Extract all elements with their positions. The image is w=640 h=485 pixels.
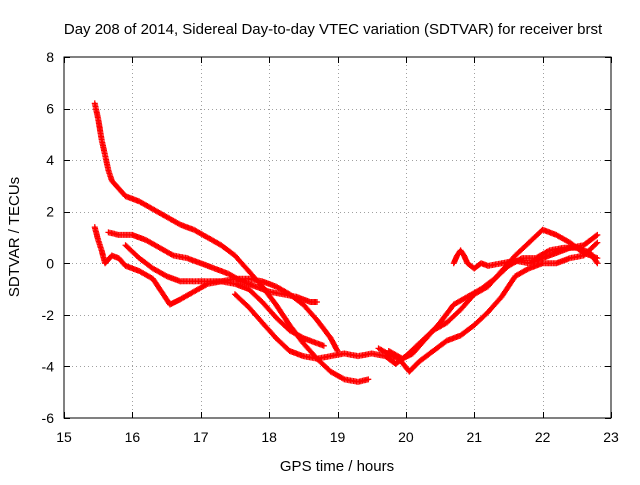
x-axis-label: GPS time / hours <box>280 458 394 475</box>
x-tick-label: 20 <box>398 429 414 445</box>
grid-lines <box>64 57 611 418</box>
x-tick-label: 19 <box>330 429 346 445</box>
series-trace <box>123 243 340 353</box>
plot-frame <box>63 56 612 419</box>
series-8 <box>450 231 601 272</box>
axis-ticks <box>64 57 612 419</box>
series-trace <box>376 240 600 374</box>
series-4 <box>122 242 341 354</box>
y-tick-label: 8 <box>46 49 54 65</box>
series-7 <box>385 244 601 362</box>
y-tick-label: -6 <box>42 410 55 426</box>
y-tick-label: 0 <box>46 255 54 271</box>
series-trace <box>451 232 600 271</box>
y-tick-label: -4 <box>42 358 55 374</box>
y-tick-label: 4 <box>46 152 54 168</box>
y-tick-label: 6 <box>46 101 54 117</box>
x-tick-label: 16 <box>125 429 141 445</box>
x-tick-label: 23 <box>603 429 619 445</box>
y-axis-label: SDTVAR / TECUs <box>6 177 23 297</box>
x-tick-label: 17 <box>193 429 209 445</box>
chart-title: Day 208 of 2014, Sidereal Day-to-day VTE… <box>64 21 603 38</box>
data-series <box>91 100 601 385</box>
series-3 <box>91 224 327 349</box>
y-tick-label: 2 <box>46 204 54 220</box>
y-tick-label: -2 <box>42 307 55 323</box>
x-tick-label: 21 <box>466 429 482 445</box>
x-axis-tick-labels: 15 16 17 18 19 20 21 22 23 <box>56 429 619 445</box>
x-tick-label: 18 <box>261 429 277 445</box>
x-tick-label: 22 <box>535 429 551 445</box>
series-trace <box>92 102 370 385</box>
y-axis-tick-labels: -6 -4 -2 0 2 4 6 8 <box>42 49 55 426</box>
series-1 <box>91 100 372 385</box>
x-tick-label: 15 <box>56 429 72 445</box>
